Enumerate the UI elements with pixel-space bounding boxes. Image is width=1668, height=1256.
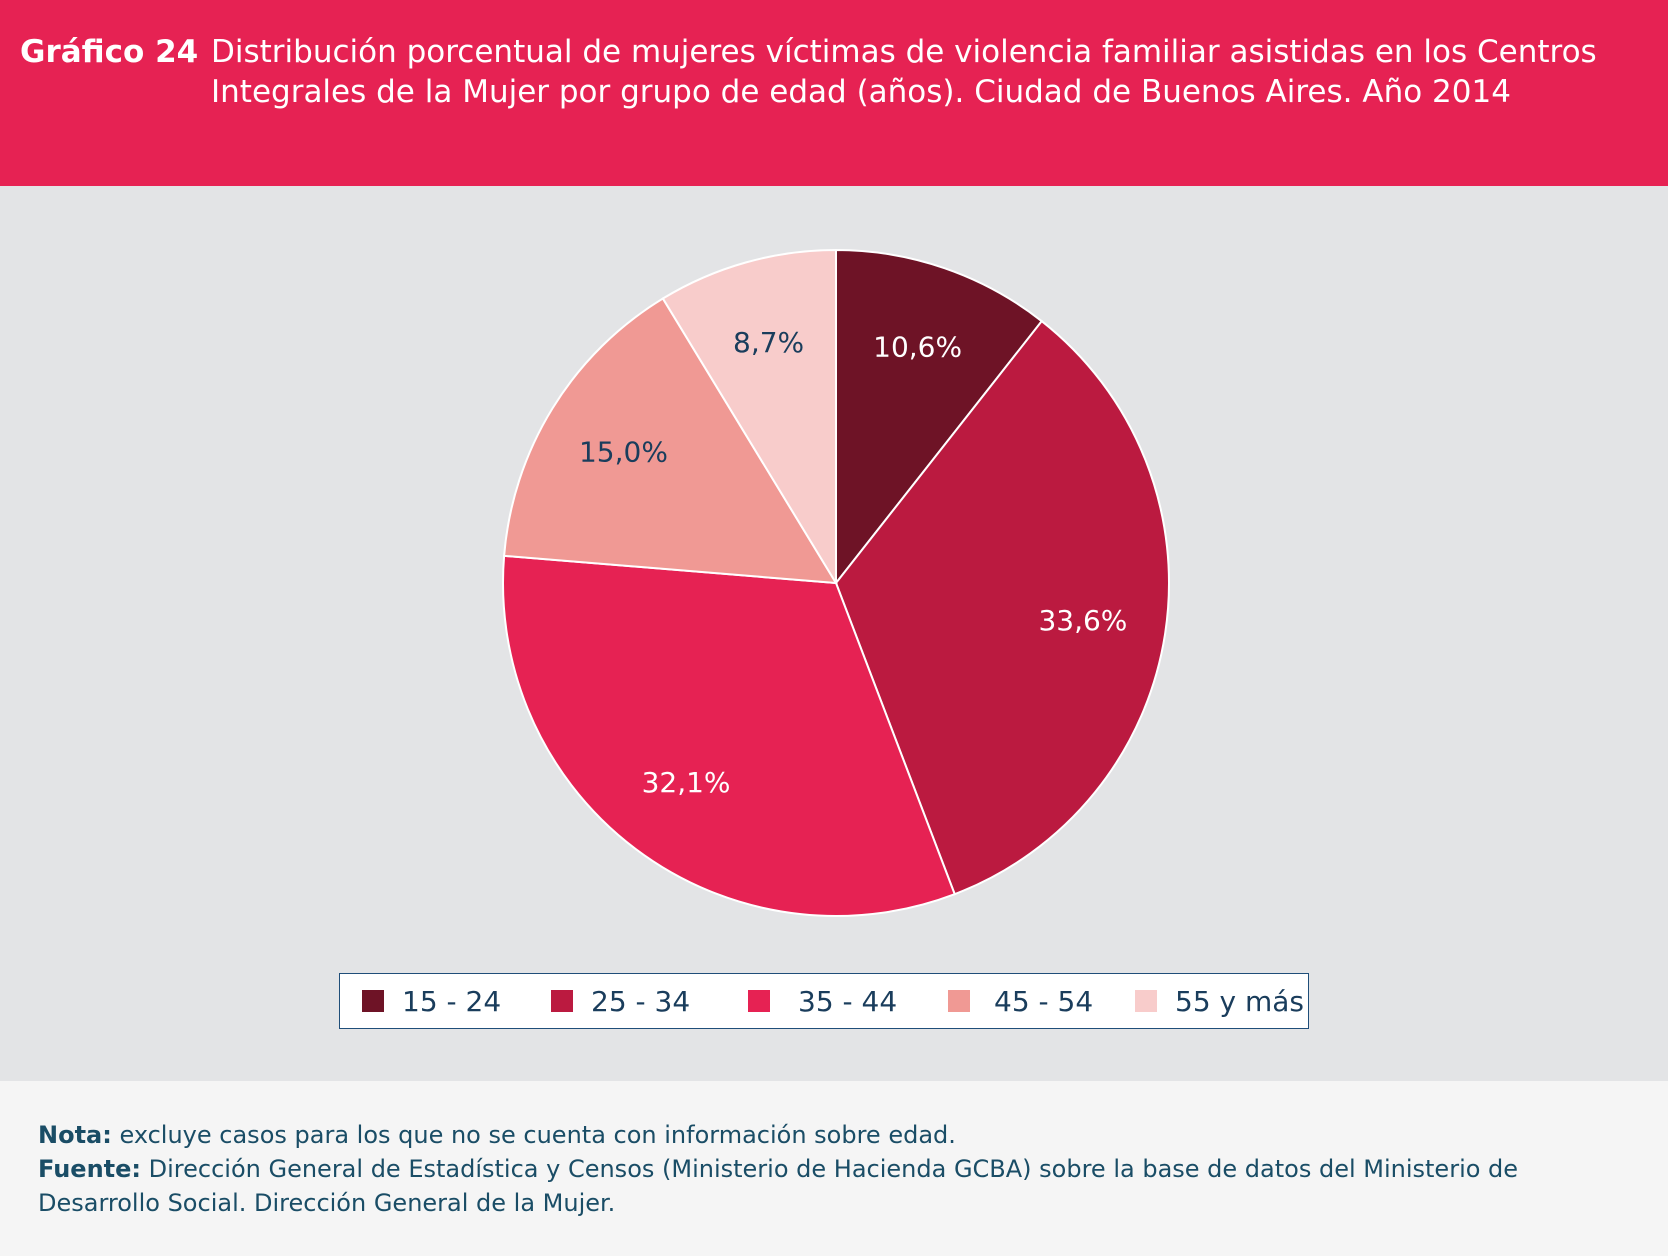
pie-label-25-34: 33,6%	[1038, 604, 1127, 637]
footer-note: Nota: excluye casos para los que no se c…	[38, 1118, 1638, 1152]
pie-slice-15-24	[835, 248, 1044, 586]
chart-number-label: Gráfico 24	[20, 34, 199, 70]
pie-label-35-44: 32,1%	[642, 766, 731, 799]
legend-swatch-15-24	[362, 990, 384, 1012]
pie-label-55-y-mas: 8,7%	[733, 326, 804, 359]
chart-area: 10,6% 33,6% 32,1% 15,0% 8,7% 15 - 24 25 - 34…	[0, 186, 1668, 1081]
legend-label-45-54: 45 - 54	[994, 984, 1094, 1018]
pie-slice-35-44	[502, 554, 956, 917]
legend-item-45-54: 45 - 54	[948, 974, 1093, 1028]
legend-item-35-44: 35 - 44	[748, 974, 897, 1028]
pie-label-45-54: 15,0%	[579, 435, 668, 468]
pie-chart: 10,6% 33,6% 32,1% 15,0% 8,7%	[502, 248, 1170, 917]
legend-label-35-44: 35 - 44	[798, 984, 898, 1018]
legend-label-55-y-mas: 55 y más	[1175, 984, 1305, 1018]
source-label: Fuente:	[38, 1155, 141, 1183]
source-text: Dirección General de Estadística y Censo…	[38, 1155, 1519, 1217]
chart-footer: Nota: excluye casos para los que no se c…	[38, 1118, 1638, 1220]
legend-item-55-y-mas: 55 y más	[1135, 974, 1304, 1028]
legend-label-15-24: 15 - 24	[402, 984, 502, 1018]
chart-header: Gráfico 24 Distribución porcentual de mu…	[0, 0, 1668, 186]
note-text: excluye casos para los que no se cuenta …	[119, 1121, 956, 1149]
legend-swatch-45-54	[948, 990, 970, 1012]
chart-title: Distribución porcentual de mujeres vícti…	[211, 34, 1597, 110]
note-label: Nota:	[38, 1121, 112, 1149]
legend-swatch-55-y-mas	[1135, 990, 1157, 1012]
footer-source: Fuente: Dirección General de Estadística…	[38, 1152, 1638, 1220]
chart-legend: 15 - 24 25 - 34 35 - 44 45 - 54 55 y más	[339, 973, 1309, 1029]
legend-item-25-34: 25 - 34	[551, 974, 690, 1028]
legend-label-25-34: 25 - 34	[591, 984, 691, 1018]
pie-slice-55-y-mas	[661, 248, 837, 587]
pie-slice-45-54	[503, 297, 838, 585]
legend-swatch-25-34	[551, 990, 573, 1012]
pie-label-15-24: 10,6%	[873, 330, 962, 363]
pie-slice-25-34	[834, 319, 1170, 896]
legend-item-15-24: 15 - 24	[362, 974, 501, 1028]
legend-swatch-35-44	[748, 990, 770, 1012]
